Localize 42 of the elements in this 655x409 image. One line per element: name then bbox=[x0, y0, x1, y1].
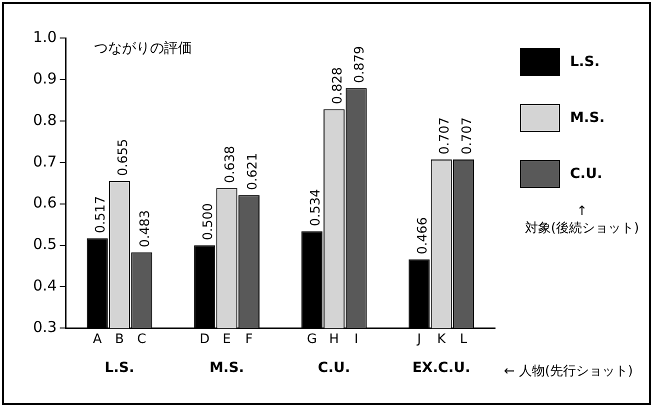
x-tick-label: EX.C.U. bbox=[412, 360, 470, 376]
data-label: 0.707 bbox=[438, 117, 453, 154]
text: J bbox=[416, 332, 422, 348]
data-label: 0.638 bbox=[223, 146, 238, 184]
text: A bbox=[92, 332, 102, 348]
data-label: 0.466 bbox=[416, 217, 431, 254]
text: E bbox=[222, 332, 231, 348]
legend-title: ↑ 対象(後続ショット) bbox=[524, 204, 640, 237]
data-label: 0.483 bbox=[138, 210, 154, 248]
data-label: 0.828 bbox=[330, 67, 346, 104]
x-tick-label: M.S. bbox=[209, 360, 244, 376]
data-label: 0.707 bbox=[460, 117, 475, 154]
x-axis-title: ← 人物(先行ショット) bbox=[504, 363, 633, 380]
text: L bbox=[460, 332, 468, 348]
data-label: 0.879 bbox=[352, 46, 368, 84]
legend-label: L.S. bbox=[570, 54, 600, 70]
legend-label: M.S. bbox=[570, 110, 605, 126]
x-tick-label: L.S. bbox=[104, 360, 134, 376]
x-tick-label: C.U. bbox=[318, 360, 350, 376]
y-tick-label: 0.9 bbox=[32, 69, 57, 88]
y-tick-label: 0.8 bbox=[32, 110, 57, 129]
y-tick-label: 0.6 bbox=[32, 194, 57, 212]
data-label: 0.534 bbox=[308, 188, 324, 226]
text: F bbox=[245, 332, 253, 348]
data-label: 0.655 bbox=[116, 138, 131, 176]
y-tick-label: 0.7 bbox=[32, 152, 57, 170]
data-label: 0.621 bbox=[245, 152, 260, 190]
data-label: 0.500 bbox=[200, 203, 216, 240]
y-tick-label: 1.0 bbox=[32, 28, 57, 46]
y-tick-label: 0.4 bbox=[32, 276, 57, 295]
y-tick-label: 0.3 bbox=[32, 318, 57, 336]
text: D bbox=[200, 332, 210, 348]
text: B bbox=[115, 332, 124, 348]
legend-label: C.U. bbox=[570, 166, 602, 182]
text: H bbox=[329, 332, 339, 348]
y-tick-label: 0.5 bbox=[32, 235, 57, 254]
text: C bbox=[137, 332, 146, 348]
text: I bbox=[354, 332, 358, 348]
text: G bbox=[306, 332, 317, 348]
data-label: 0.517 bbox=[94, 196, 109, 234]
text: K bbox=[437, 332, 446, 348]
chart-title: つながりの評価 bbox=[94, 40, 192, 57]
